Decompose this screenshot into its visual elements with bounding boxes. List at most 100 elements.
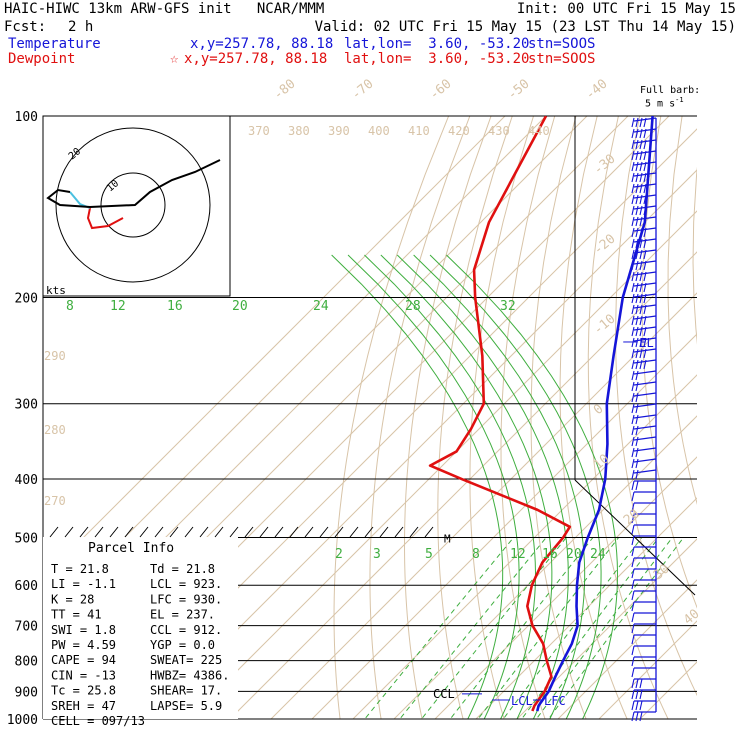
wind-barb-flag (631, 128, 635, 139)
wind-barb-flag (631, 392, 635, 403)
wind-barb-flag (635, 172, 639, 183)
chart-title: HAIC-HIWC 13km ARW-GFS init NCAR/MMM (4, 1, 325, 17)
barb-legend-unit-exponent: -1 (675, 96, 684, 104)
moist-adiabat-line (446, 254, 618, 719)
wind-barb-flag (631, 238, 635, 249)
pressure-tick-label: 500 (15, 531, 38, 546)
wind-barb-flag (639, 205, 643, 216)
moist-adiabat-line (429, 254, 602, 719)
wind-barb-flag (643, 227, 647, 238)
isotherm-line (43, 116, 506, 579)
pressure-tick-label: 400 (15, 473, 38, 488)
dewpoint-xy: x,y=257.78, 88.18 (184, 51, 328, 67)
lcl-label: LCL (511, 694, 533, 708)
wind-barb (631, 260, 657, 271)
parcel-hatch-tick (334, 526, 344, 538)
wind-barb-flag (631, 139, 635, 150)
isotherm-line (188, 210, 697, 719)
parcel-info-value: LAPSE= 5.9 (150, 699, 222, 713)
moist-adiabat-label: 24 (313, 299, 329, 314)
wind-barb-flag (631, 469, 635, 480)
wind-barb-flag (631, 535, 635, 546)
wind-barb-flag (635, 326, 639, 337)
wind-barb-flag (643, 271, 647, 282)
wind-barb-flag (631, 249, 635, 260)
wind-barb-flag (635, 458, 639, 469)
mixing-ratio-line (535, 537, 673, 719)
dry-adiabat-line (500, 116, 556, 719)
wind-barb-flag (643, 238, 647, 249)
wind-barb-flag (639, 348, 643, 359)
wind-barb-flag (635, 359, 639, 370)
wind-barb (631, 447, 657, 458)
parcel-hatch-tick (184, 526, 194, 538)
mixing-ratio-line (449, 537, 594, 719)
wind-barb-flag (643, 260, 647, 271)
parcel-hatch-tick (259, 526, 269, 538)
wind-barb-flag (635, 403, 639, 414)
wind-barb-flag (631, 689, 635, 700)
wind-barb-flag (631, 359, 635, 370)
wind-barb-flag (643, 326, 647, 337)
isotherm-line (434, 456, 697, 719)
mixing-ratio-line (502, 537, 643, 719)
sounding-trace-temperature (536, 116, 654, 712)
wind-barb-flag (631, 282, 635, 293)
parcel-hatch-tick (139, 526, 149, 538)
wind-barb-flag (635, 425, 639, 436)
wind-barb-flag (631, 667, 635, 678)
theta-label: 380 (288, 124, 310, 138)
wind-barb-flag (643, 249, 647, 260)
dry-adiabat-line (404, 116, 492, 719)
theta-label: 430 (488, 124, 510, 138)
wind-barb-flag (635, 469, 639, 480)
wind-barb-flag (631, 590, 635, 601)
dry-adiabat-line (559, 116, 628, 719)
theta-label: 390 (328, 124, 350, 138)
wind-barb-flag (631, 601, 635, 612)
parcel-hatch-tick (79, 526, 89, 538)
dry-adiabat-line (641, 116, 697, 609)
wind-barb (631, 139, 657, 150)
dry-adiabat-line (530, 116, 587, 719)
theta-label-left: 290 (44, 349, 66, 363)
wind-barb-flag (631, 326, 635, 337)
isotherm-label-top: -40 (583, 76, 611, 103)
wind-barb-flag (639, 315, 643, 326)
wind-barb-flag (631, 700, 635, 711)
wind-barb-flag (639, 139, 643, 150)
parcel-info-value: SREH = 47 (51, 699, 116, 713)
wind-barb (631, 491, 656, 502)
hodograph-frame (42, 115, 231, 297)
moist-adiabat-label: 32 (500, 299, 516, 314)
wind-barb-flag (643, 150, 647, 161)
wind-barb (631, 326, 657, 337)
wind-barb-flag (631, 480, 635, 491)
wind-barb-flag (631, 370, 635, 381)
wind-barb-flag (639, 194, 643, 205)
wind-barb-flag (643, 315, 647, 326)
wind-barb-flag (643, 293, 647, 304)
parcel-info-value: Td = 21.8 (150, 562, 215, 576)
wind-barb (631, 612, 656, 623)
wind-barb-flag (639, 117, 643, 128)
parcel-info-value: CIN = -13 (51, 668, 116, 682)
parcel-info-value: K = 28 (51, 592, 94, 606)
dry-adiabat-line (717, 116, 740, 732)
wind-barb (631, 282, 657, 293)
wind-barb (631, 590, 656, 601)
background-lines (43, 116, 740, 732)
mixing-ratio-line (521, 537, 660, 719)
parcel-info-panel: Parcel Info T = 21.8 Td = 21.8 LI = -1.1 LCL… (43, 526, 434, 728)
wind-barb (631, 458, 657, 469)
wind-barb-flag (631, 172, 635, 183)
wind-barb (631, 623, 656, 634)
wind-barb-flag (631, 645, 635, 656)
pressure-tick-label: 200 (15, 292, 38, 307)
wind-barb-flag (635, 678, 639, 689)
theta-label-left: 280 (44, 423, 66, 437)
barb-legend-speed: 5 m s (645, 98, 676, 110)
wind-barb-flag (631, 205, 635, 216)
wind-barb (631, 568, 656, 579)
